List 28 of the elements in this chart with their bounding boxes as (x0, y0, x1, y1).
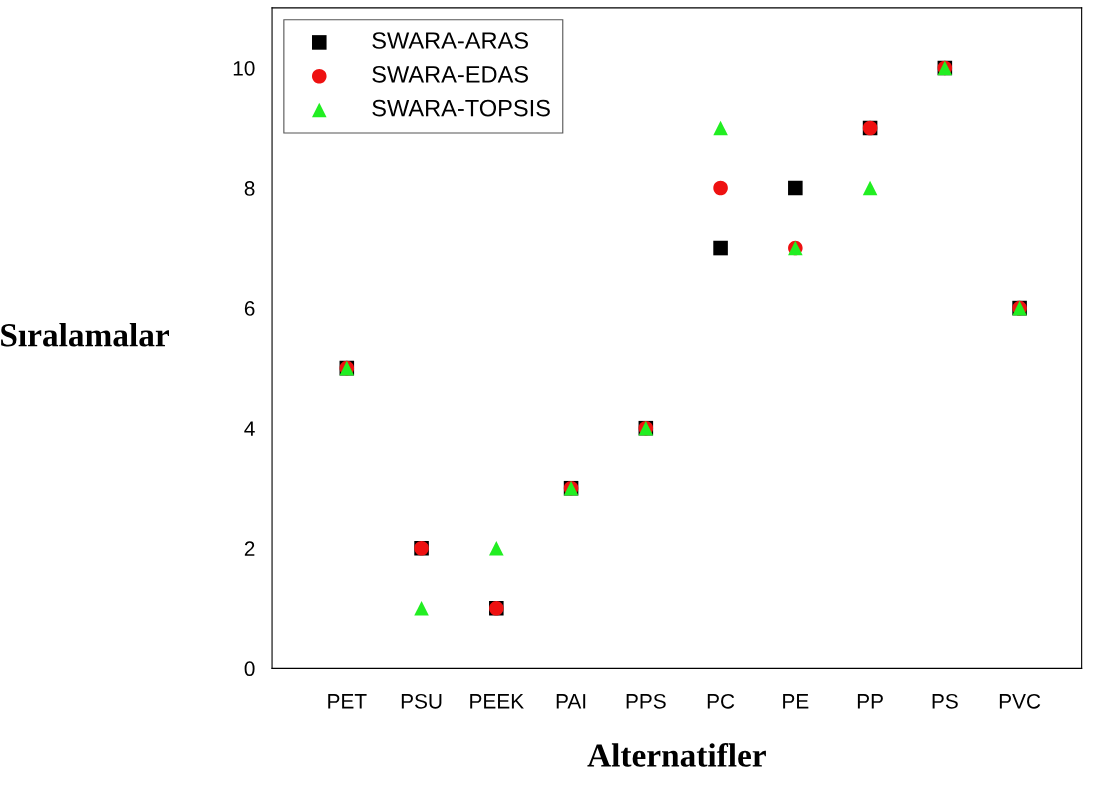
y-tick-label: 6 (244, 301, 255, 316)
x-axis-title: Alternatifler (587, 742, 766, 767)
x-tick-label: PVC (999, 693, 1041, 709)
y-tick-label: 4 (244, 421, 255, 436)
x-tick-label: PET (328, 694, 367, 709)
point (489, 540, 504, 556)
x-tick-label: PEEK (470, 694, 524, 709)
y-tick-label: 10 (233, 60, 255, 76)
x-tick-label: PE (783, 694, 809, 709)
point (713, 240, 728, 256)
x-tick-label: PAI (556, 694, 586, 709)
point (713, 180, 728, 196)
y-axis-title: Sıralamalar (1, 323, 169, 347)
point (713, 120, 728, 136)
point (862, 180, 878, 196)
point (414, 601, 429, 616)
x-tick-label: PC (707, 693, 735, 709)
y-tick-label: 8 (244, 181, 255, 196)
legend-label: SWARA-ARAS (372, 32, 528, 49)
legend-label: SWARA-EDAS (372, 65, 528, 83)
x-tick-label: PPS (626, 693, 666, 709)
x-tick-label: PS (932, 693, 958, 709)
y-tick-label: 0 (244, 661, 255, 677)
x-tick-label: PSU (401, 693, 442, 709)
y-tick-label: 2 (244, 541, 255, 556)
point (788, 180, 803, 196)
x-tick-label: PP (857, 694, 883, 709)
legend-label: SWARA-TOPSIS (372, 99, 550, 117)
